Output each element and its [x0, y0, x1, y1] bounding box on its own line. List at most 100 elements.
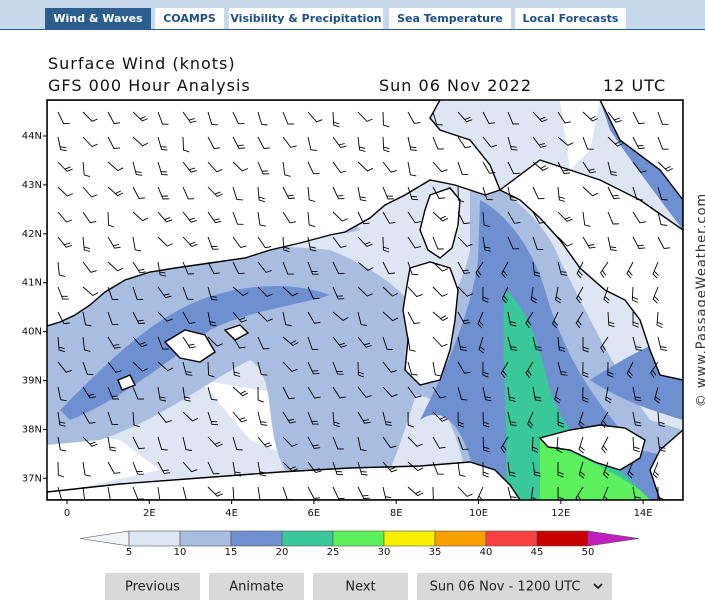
- wind-barb: [307, 261, 319, 275]
- colorbar-high-end: [587, 530, 640, 547]
- wind-barb: [232, 186, 243, 201]
- wind-barb: [652, 461, 660, 479]
- tab[interactable]: Local Forecasts: [515, 8, 626, 29]
- tab-label[interactable]: Local Forecasts: [523, 12, 619, 25]
- wind-barb: [232, 386, 249, 397]
- wind-barb: [631, 286, 639, 303]
- wind-barb: [107, 311, 119, 325]
- tab-label[interactable]: COAMPS: [163, 12, 216, 25]
- button[interactable]: Previous: [105, 573, 200, 600]
- wind-barb: [57, 336, 65, 353]
- wind-barb: [626, 261, 634, 279]
- tab[interactable]: Sea Temperature: [389, 8, 511, 29]
- wind-barb: [232, 411, 248, 423]
- wind-barb: [307, 161, 320, 175]
- longitude-label: 12E: [551, 508, 570, 519]
- wind-barb: [432, 211, 449, 222]
- button-label[interactable]: Previous: [125, 580, 180, 595]
- wind-barb: [357, 236, 373, 247]
- colorbar-label: 35: [429, 547, 442, 558]
- wind-barb: [657, 436, 666, 452]
- tab[interactable]: Visibility & Precipitation: [229, 8, 383, 29]
- wind-barb: [407, 411, 415, 428]
- wind-barb: [82, 461, 91, 477]
- tab-label[interactable]: Visibility & Precipitation: [230, 12, 381, 25]
- wind-barb: [632, 136, 645, 150]
- wind-barb: [332, 486, 345, 500]
- wind-barb: [607, 211, 620, 225]
- button[interactable]: Animate: [209, 573, 304, 600]
- wind-barb: [557, 111, 571, 124]
- wind-barb: [382, 261, 395, 275]
- wind-barb: [557, 161, 571, 174]
- wind-barb: [607, 136, 623, 147]
- wind-barb: [257, 436, 273, 448]
- wind-barb: [182, 236, 198, 248]
- wind-barb: [507, 236, 520, 250]
- wind-barb: [382, 411, 393, 426]
- wind-barb: [557, 336, 566, 352]
- longitude-label: 6E: [308, 508, 321, 519]
- wind-barb: [332, 336, 347, 348]
- wind-barb: [257, 236, 272, 249]
- wind-barb: [307, 436, 321, 449]
- button-label[interactable]: Animate: [229, 580, 283, 595]
- wind-barb: [632, 336, 643, 351]
- colorbar-label: 5: [126, 547, 132, 558]
- wind-barb: [600, 336, 609, 353]
- wind-barb: [207, 211, 222, 224]
- wind-barb: [357, 311, 368, 326]
- wind-barb: [601, 436, 609, 454]
- wind-barb: [107, 436, 117, 452]
- wind-barb: [632, 312, 639, 328]
- wind-barb: [407, 361, 418, 376]
- wind-barb: [57, 136, 67, 152]
- wind-barb: [582, 111, 598, 122]
- wind-barb: [132, 436, 145, 450]
- wind-barb: [332, 211, 348, 222]
- wind-barb: [632, 186, 643, 201]
- wind-barb: [182, 461, 198, 473]
- wind-barb: [332, 186, 345, 200]
- wind-barb: [632, 111, 645, 125]
- wind-barb: [157, 236, 173, 247]
- wind-barb: [627, 461, 634, 479]
- map-time: 12 UTC: [603, 76, 666, 95]
- wind-barb: [282, 261, 294, 275]
- wind-barb: [182, 361, 193, 376]
- button[interactable]: Next: [313, 573, 408, 600]
- colorbar-segment: [281, 530, 334, 547]
- wind-barb: [432, 311, 449, 322]
- wind-barb: [457, 486, 473, 497]
- wind-barb: [182, 411, 199, 422]
- wind-barb: [257, 136, 271, 149]
- wind-barb: [107, 336, 121, 349]
- wind-barb: [207, 286, 218, 301]
- wind-barb: [382, 161, 397, 173]
- wind-barb: [500, 361, 509, 379]
- wind-barb: [157, 136, 168, 151]
- select-label[interactable]: Sun 06 Nov - 1200 UTC: [430, 580, 581, 595]
- wind-barb: [457, 386, 468, 401]
- tab[interactable]: COAMPS: [155, 8, 224, 29]
- wind-barb: [107, 111, 121, 124]
- wind-barb: [157, 436, 168, 451]
- wind-barb: [132, 161, 143, 176]
- wind-barb: [557, 211, 573, 222]
- wind-barb: [207, 186, 223, 197]
- wind-barb: [407, 186, 419, 201]
- wind-barb: [307, 361, 320, 375]
- tab-label[interactable]: Sea Temperature: [397, 12, 503, 25]
- wind-barb: [232, 261, 245, 275]
- wind-barb: [657, 186, 668, 201]
- wind-barb: [632, 411, 642, 427]
- wind-barb: [307, 461, 322, 474]
- wind-barb: [407, 161, 417, 177]
- colorbar-segment: [485, 530, 538, 547]
- tab[interactable]: Wind & Waves: [45, 8, 151, 30]
- time-select[interactable]: Sun 06 Nov - 1200 UTC: [417, 573, 612, 600]
- wind-barb: [457, 111, 473, 123]
- tab-label[interactable]: Wind & Waves: [53, 12, 143, 25]
- button-label[interactable]: Next: [345, 580, 375, 595]
